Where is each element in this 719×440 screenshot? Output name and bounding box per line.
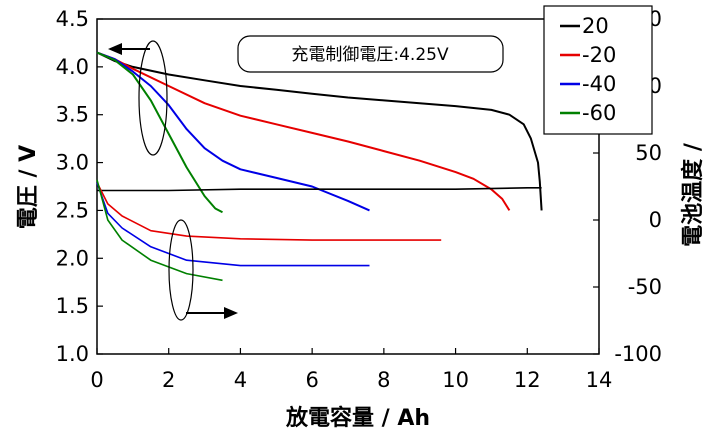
- right-axis-arrow-head: [224, 307, 238, 319]
- y-left-tick-label: 4.0: [56, 55, 89, 79]
- y-right-tick-label: -100: [614, 342, 662, 366]
- legend-label--40: -40: [582, 72, 616, 96]
- x-tick-label: 14: [586, 368, 613, 392]
- y-left-tick-label: 1.5: [56, 294, 89, 318]
- x-tick-label: 6: [305, 368, 318, 392]
- annotation-box: [237, 35, 504, 73]
- voltage-line--20: [96, 51, 511, 211]
- y-left-tick-label: 3.5: [56, 103, 89, 127]
- voltage-line-20: [96, 51, 543, 211]
- temperature-line--40: [96, 182, 370, 267]
- temperature-line-20: [97, 187, 542, 192]
- x-tick-label: 0: [90, 368, 103, 392]
- y-right-tick-label: 50: [635, 141, 662, 165]
- legend-label--20: -20: [582, 43, 616, 67]
- y-left-ticks: 1.0 1.5 2.0 2.5 3.0 3.5 4.0 4.5: [56, 7, 103, 366]
- y-left-axis-title: 電圧 / V: [16, 145, 41, 229]
- y-right-tick-label: 0: [649, 208, 662, 232]
- left-axis-arrow-head: [108, 43, 122, 55]
- x-tick-label: 8: [377, 368, 390, 392]
- temperature-ellipse: [168, 219, 194, 321]
- y-left-tick-label: 1.0: [56, 342, 89, 366]
- voltage-line--40: [96, 51, 370, 212]
- x-tick-label: 12: [514, 368, 541, 392]
- y-right-tick-label: -50: [628, 275, 662, 299]
- y-left-tick-label: 3.0: [56, 151, 89, 175]
- legend-label-20: 20: [582, 14, 609, 38]
- y-left-tick-label: 4.5: [56, 7, 89, 31]
- x-tick-label: 10: [442, 368, 469, 392]
- x-ticks: 0 2 4 6 8 10 12 14: [90, 348, 612, 392]
- y-left-tick-label: 2.5: [56, 198, 89, 222]
- voltage-line--60: [96, 51, 223, 214]
- plot-frame: [96, 18, 600, 355]
- y-right-axis-title: 電池温度 /: [680, 142, 706, 247]
- legend-label--60: -60: [582, 101, 616, 125]
- voltage-ellipse: [138, 40, 168, 156]
- x-tick-label: 4: [234, 368, 247, 392]
- x-axis-title: 放電容量 / Ah: [285, 405, 430, 431]
- annotation-text: 充電制御電圧:4.25V: [291, 45, 449, 65]
- temperature-line--20: [96, 182, 442, 241]
- x-tick-label: 2: [162, 368, 175, 392]
- legend-items: 20 -20 -40 -60: [560, 14, 616, 125]
- y-left-tick-label: 2.0: [56, 246, 89, 270]
